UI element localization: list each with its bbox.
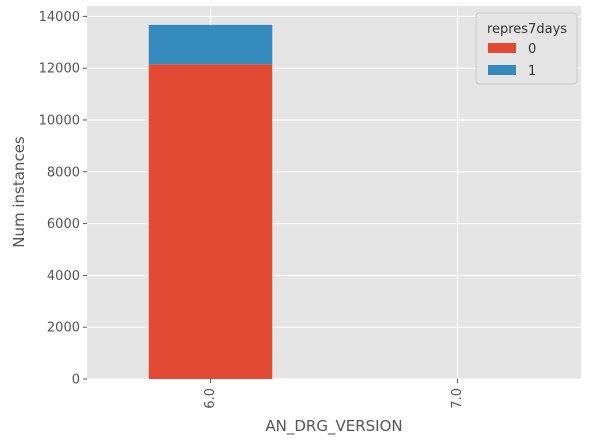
x-tick-label: 6.0 xyxy=(203,388,218,409)
legend-label-1: 1 xyxy=(528,64,536,79)
y-tick-label: 2000 xyxy=(47,321,80,336)
y-axis-label: Num instances xyxy=(10,136,28,248)
x-tick-layer: 6.0 7.0 xyxy=(203,379,465,409)
y-tick-label: 10000 xyxy=(39,113,80,128)
legend-label-0: 0 xyxy=(528,42,536,57)
bar-layer xyxy=(149,25,273,379)
x-axis-label: AN_DRG_VERSION xyxy=(265,417,402,436)
y-tick-label: 6000 xyxy=(47,217,80,232)
y-tick-label: 14000 xyxy=(39,10,80,25)
x-tick-label: 7.0 xyxy=(450,388,465,409)
legend: repres7days 0 1 xyxy=(476,13,577,84)
legend-swatch-0 xyxy=(488,43,516,53)
bar-series-0-6.0 xyxy=(149,64,273,379)
y-tick-label: 8000 xyxy=(47,165,80,180)
y-tick-label: 12000 xyxy=(39,62,80,77)
legend-swatch-1 xyxy=(488,65,516,75)
y-tick-label: 0 xyxy=(72,373,80,388)
y-tick-layer: 0 2000 4000 6000 8000 10000 12000 14000 xyxy=(39,10,87,388)
bar-series-1-6.0 xyxy=(149,25,273,64)
legend-title: repres7days xyxy=(487,22,567,37)
y-tick-label: 4000 xyxy=(47,269,80,284)
